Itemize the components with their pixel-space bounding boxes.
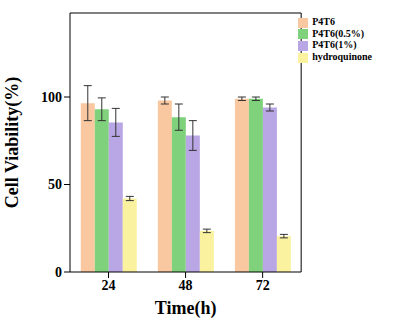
svg-text:50: 50 (48, 177, 62, 192)
svg-text:100: 100 (41, 90, 62, 105)
svg-text:Time(h): Time(h) (155, 298, 217, 319)
svg-text:48: 48 (179, 278, 193, 293)
svg-text:0: 0 (55, 265, 62, 280)
html-text:P4T6(1%): P4T6(1%) (312, 39, 357, 51)
html-text:P4T6: P4T6 (312, 16, 335, 27)
svg-text:72: 72 (256, 278, 270, 293)
html-text:P4T6(0.5%): P4T6(0.5%) (312, 27, 365, 39)
html-text:hydroquinone: hydroquinone (312, 51, 372, 63)
svg-text:24: 24 (102, 278, 116, 293)
svg-text:Cell Viability(%): Cell Viability(%) (8, 77, 23, 209)
